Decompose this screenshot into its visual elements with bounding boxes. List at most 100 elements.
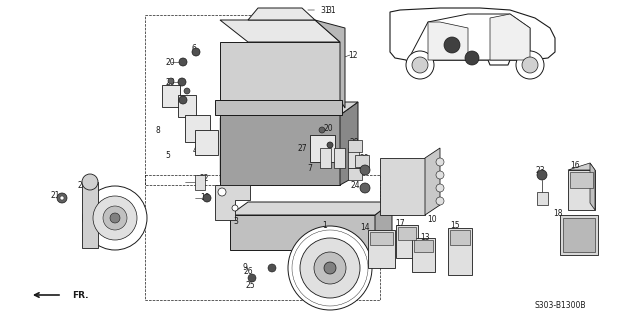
Bar: [348, 168, 362, 180]
Bar: [537, 192, 548, 205]
Circle shape: [436, 184, 444, 192]
Bar: [370, 232, 393, 245]
Bar: [162, 85, 180, 107]
Text: 31: 31: [308, 5, 329, 14]
Bar: [195, 130, 218, 155]
Circle shape: [516, 51, 544, 79]
Circle shape: [178, 78, 186, 86]
Circle shape: [268, 264, 276, 272]
Bar: [348, 148, 359, 168]
Circle shape: [179, 96, 187, 104]
Polygon shape: [248, 8, 315, 20]
Circle shape: [192, 48, 200, 56]
Text: 20: 20: [165, 98, 175, 107]
Polygon shape: [568, 163, 595, 170]
Circle shape: [179, 58, 187, 66]
Text: 31: 31: [326, 5, 336, 14]
Text: 8: 8: [155, 125, 160, 134]
Circle shape: [314, 252, 346, 284]
Text: 10: 10: [427, 215, 437, 225]
Text: 2: 2: [77, 180, 83, 189]
Text: 1: 1: [323, 220, 328, 229]
Text: 3: 3: [233, 218, 238, 227]
Text: FR.: FR.: [72, 291, 88, 300]
Circle shape: [406, 51, 434, 79]
Polygon shape: [230, 215, 375, 250]
Text: 20: 20: [165, 77, 175, 86]
Circle shape: [218, 188, 226, 196]
Polygon shape: [220, 20, 340, 42]
Text: 13: 13: [420, 233, 430, 242]
Polygon shape: [380, 158, 425, 215]
Circle shape: [412, 57, 428, 73]
Text: 28: 28: [350, 138, 360, 147]
Bar: [334, 148, 345, 168]
Text: 9: 9: [243, 262, 248, 271]
Circle shape: [360, 165, 370, 175]
Text: 15: 15: [450, 220, 460, 229]
Polygon shape: [215, 185, 250, 220]
Text: 24: 24: [350, 161, 360, 170]
Polygon shape: [490, 14, 530, 60]
Text: 5: 5: [166, 150, 171, 159]
Circle shape: [436, 197, 444, 205]
Circle shape: [522, 57, 538, 73]
Text: 16: 16: [570, 161, 580, 170]
Circle shape: [168, 78, 174, 84]
Polygon shape: [375, 202, 392, 250]
Polygon shape: [408, 14, 530, 60]
Bar: [398, 227, 416, 240]
Bar: [563, 218, 595, 252]
Bar: [310, 135, 335, 162]
Text: 25: 25: [245, 281, 255, 290]
Circle shape: [288, 226, 372, 310]
Bar: [414, 240, 433, 252]
Text: 6: 6: [192, 44, 197, 52]
Circle shape: [203, 194, 211, 202]
Text: 14: 14: [360, 223, 370, 233]
Text: S303-B1300B: S303-B1300B: [534, 300, 586, 309]
Polygon shape: [412, 238, 435, 272]
Text: 22: 22: [200, 173, 210, 182]
Circle shape: [444, 37, 460, 53]
Polygon shape: [368, 230, 395, 268]
Bar: [355, 155, 369, 167]
Text: 19: 19: [200, 193, 210, 202]
Circle shape: [537, 170, 547, 180]
Circle shape: [436, 158, 444, 166]
Circle shape: [83, 186, 147, 250]
Polygon shape: [220, 102, 358, 115]
Circle shape: [103, 206, 127, 230]
Bar: [450, 230, 470, 245]
Text: 23: 23: [536, 165, 545, 174]
Circle shape: [82, 174, 98, 190]
Polygon shape: [568, 170, 595, 210]
Circle shape: [248, 274, 256, 282]
Text: 20: 20: [323, 124, 333, 132]
Circle shape: [465, 51, 479, 65]
Text: 4: 4: [193, 146, 197, 155]
Text: 29: 29: [360, 154, 370, 163]
Circle shape: [60, 196, 64, 200]
Bar: [570, 172, 593, 188]
Bar: [185, 115, 210, 142]
Polygon shape: [590, 163, 595, 210]
Polygon shape: [560, 215, 598, 255]
Polygon shape: [425, 148, 440, 215]
Circle shape: [57, 193, 67, 203]
Polygon shape: [448, 228, 472, 275]
Circle shape: [93, 196, 137, 240]
Polygon shape: [220, 115, 340, 185]
Polygon shape: [220, 42, 340, 100]
Text: 26: 26: [243, 268, 253, 276]
Text: 12: 12: [348, 51, 357, 60]
Circle shape: [300, 238, 360, 298]
Circle shape: [184, 88, 190, 94]
Text: 24: 24: [350, 180, 360, 189]
Polygon shape: [230, 202, 392, 215]
Circle shape: [110, 213, 120, 223]
Text: 20: 20: [165, 58, 175, 67]
Polygon shape: [215, 100, 342, 115]
Text: 7: 7: [307, 164, 312, 172]
Circle shape: [232, 205, 238, 211]
